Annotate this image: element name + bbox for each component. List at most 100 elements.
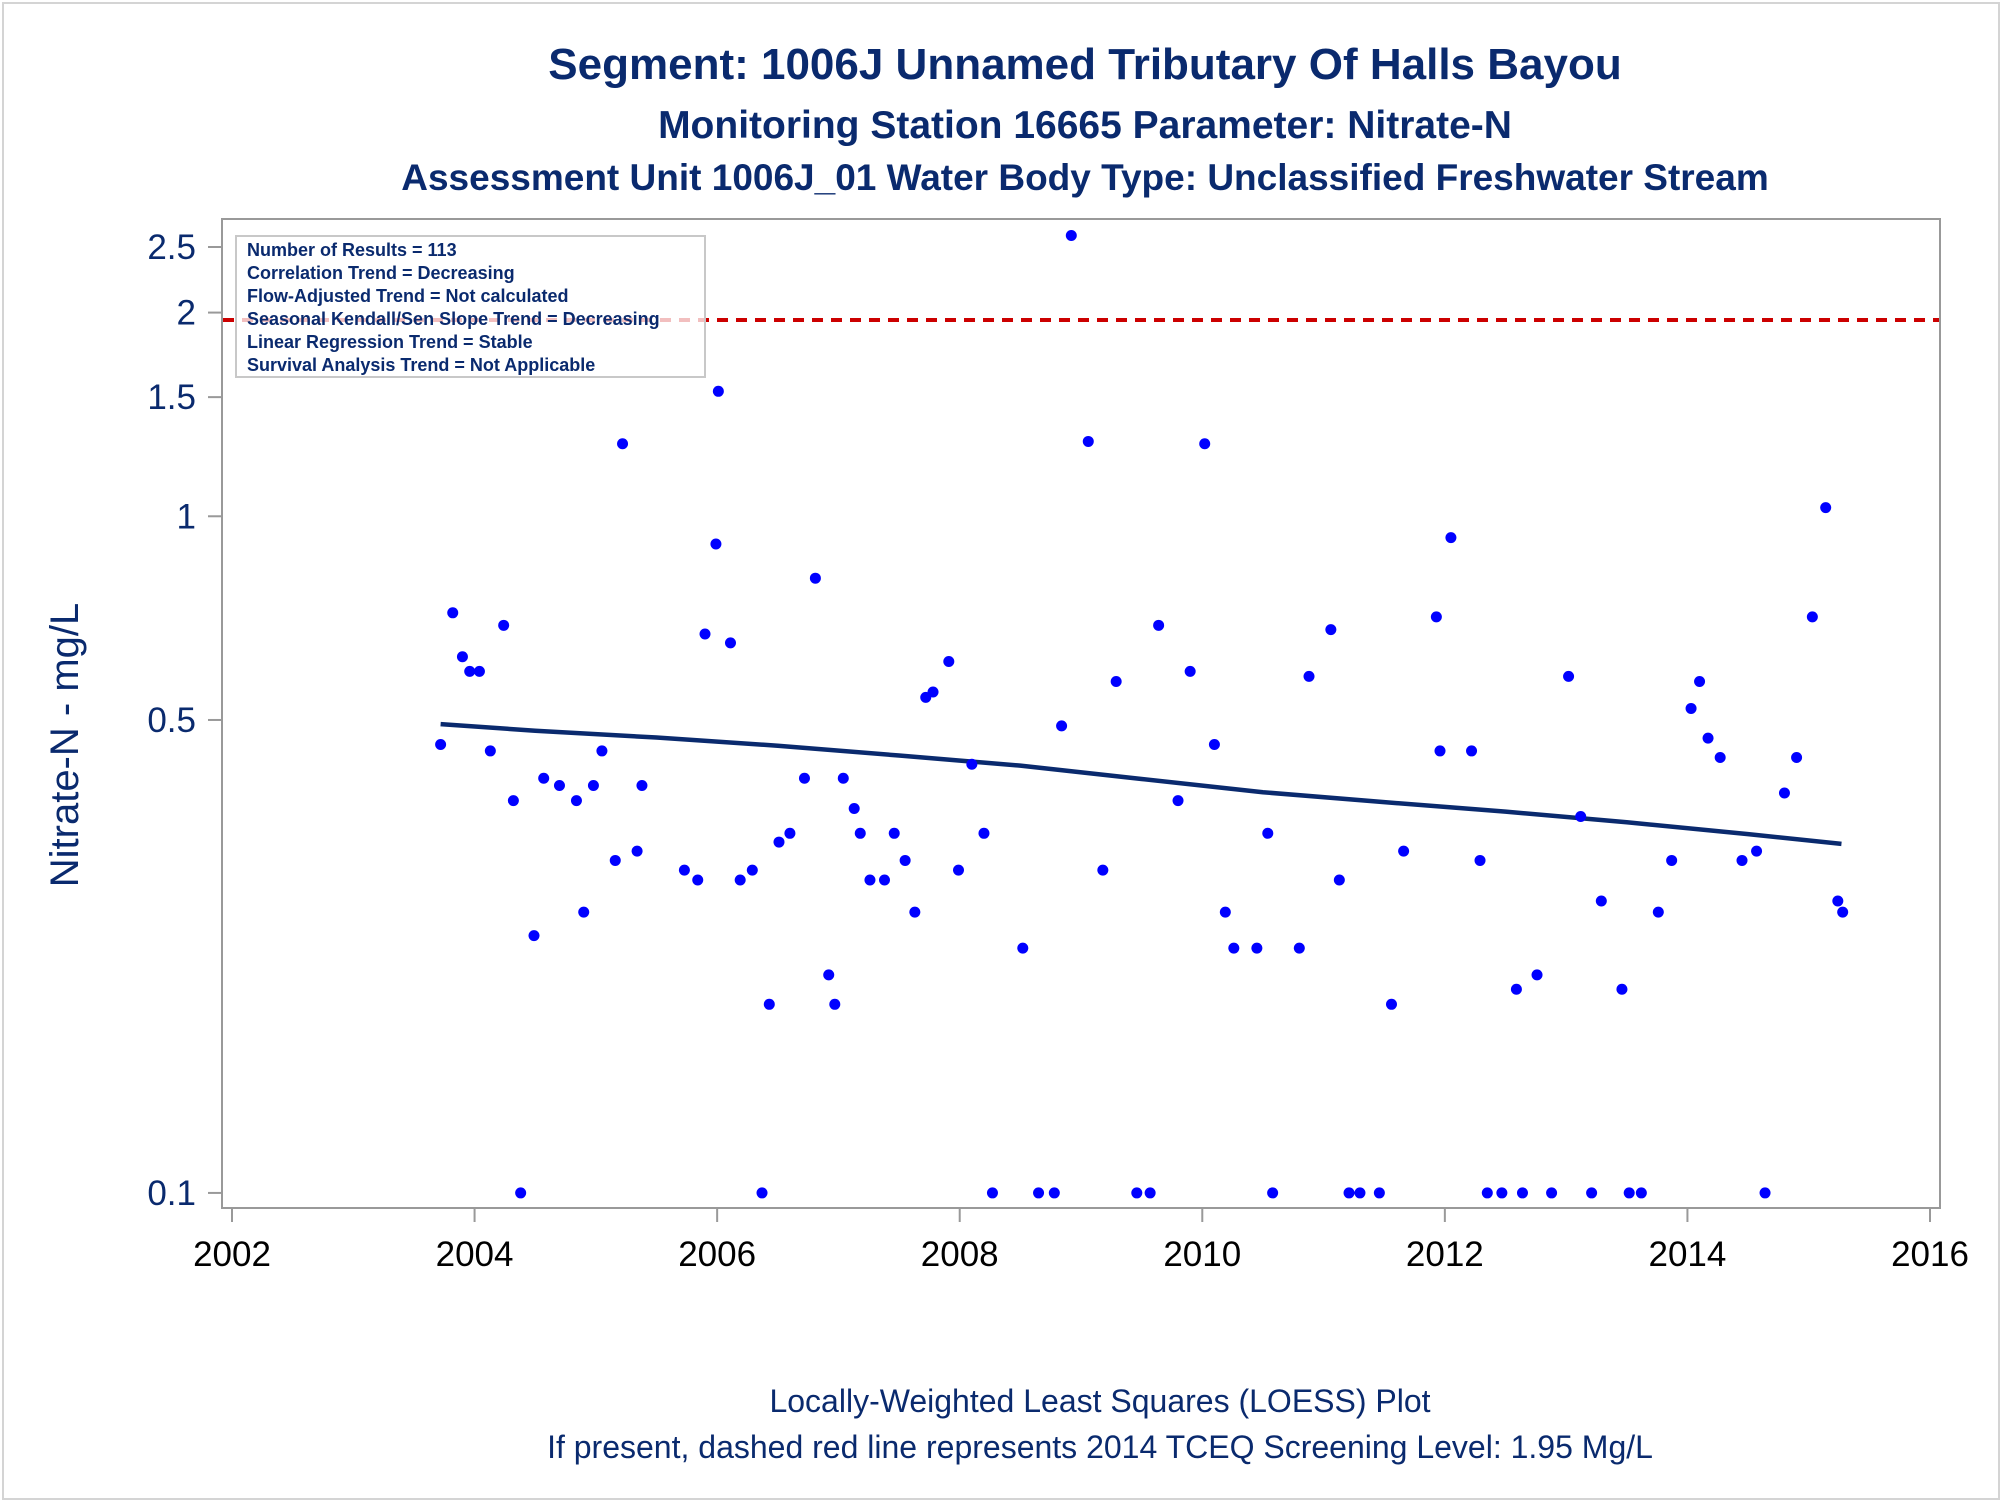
data-point [1516,1187,1528,1199]
data-point [1048,1187,1060,1199]
data-point [1623,1187,1635,1199]
data-point [1481,1187,1493,1199]
data-layer [435,229,1849,1199]
data-point [879,874,891,886]
data-point [631,845,643,857]
y-tick-label: 2.5 [147,228,196,267]
data-point [515,1187,527,1199]
data-point [1354,1187,1366,1199]
data-point [464,665,476,677]
data-point [1144,1187,1156,1199]
data-point [609,854,621,866]
data-point [528,930,540,942]
data-point [1082,435,1094,447]
data-point [1219,906,1231,918]
data-point [435,738,447,750]
data-point [1586,1187,1598,1199]
data-point [498,619,510,631]
data-point [1531,969,1543,981]
x-tick-label: 2014 [1648,1235,1726,1274]
data-point [854,827,866,839]
data-point [1694,675,1706,687]
data-point [1131,1187,1143,1199]
x-tick-label: 2002 [193,1235,271,1274]
data-point [617,438,629,450]
data-point [848,802,860,814]
data-point [823,969,835,981]
data-point [809,572,821,584]
x-tick-label: 2012 [1406,1235,1484,1274]
data-point [699,628,711,640]
plot-area [221,218,1941,1209]
legend-line-1: Number of Results = 113 [247,240,457,260]
data-point [1110,675,1122,687]
data-point [734,874,746,886]
data-point [1033,1187,1045,1199]
data-point [784,827,796,839]
data-point [829,998,841,1010]
data-point [943,656,955,668]
data-point [1820,502,1832,514]
data-point [570,795,582,807]
footnote-1: Locally-Weighted Least Squares (LOESS) P… [769,1383,1430,1419]
data-point [456,651,468,663]
data-point [1172,795,1184,807]
data-point [756,1187,768,1199]
data-point [1806,611,1818,623]
data-point [763,998,775,1010]
data-point [909,906,921,918]
data-point [1563,670,1575,682]
data-point [1343,1187,1355,1199]
y-axis: 0.1 0.5 1 1.5 2 2.5 [147,228,222,1213]
data-point [1466,745,1478,757]
data-point [773,836,785,848]
stats-legend: Number of Results = 113 Correlation Tren… [235,235,706,378]
loess-line [440,721,1842,847]
data-point [1065,229,1077,241]
data-point [864,874,876,886]
data-point [1652,906,1664,918]
data-point [1398,845,1410,857]
data-point [636,780,648,792]
data-point [484,745,496,757]
data-point [1595,895,1607,907]
data-point [1153,619,1165,631]
legend-line-5: Linear Regression Trend = Stable [247,332,533,352]
data-point [678,864,690,876]
data-point [1228,942,1240,954]
data-point [927,686,939,698]
data-point [1445,532,1457,544]
data-point [1635,1187,1647,1199]
y-tick-label: 1 [177,497,196,536]
data-point [692,874,704,886]
data-point [507,795,519,807]
x-tick-label: 2008 [921,1235,999,1274]
data-point [1293,942,1305,954]
data-point [447,607,459,619]
y-axis-label: Nitrate-N - mg/L [43,603,87,888]
data-point [1778,787,1790,799]
data-point [1702,732,1714,744]
y-tick-label: 1.5 [147,378,196,417]
x-tick-label: 2010 [1163,1235,1241,1274]
footnote-2: If present, dashed red line represents 2… [547,1429,1653,1465]
data-point [1303,670,1315,682]
chart-title: Segment: 1006J Unnamed Tributary Of Hall… [548,40,1621,89]
data-point [1714,752,1726,764]
legend-box [235,235,706,378]
data-point [1751,845,1763,857]
data-point [798,772,810,784]
data-point [1666,854,1678,866]
data-point [1616,983,1628,995]
data-point [473,665,485,677]
data-point [1546,1187,1558,1199]
data-point [578,906,590,918]
data-point [978,827,990,839]
data-point [1056,720,1068,732]
data-point [1262,827,1274,839]
data-point [888,827,900,839]
data-point [1685,702,1697,714]
data-point [953,864,965,876]
data-point [1017,942,1029,954]
data-point [1759,1187,1771,1199]
